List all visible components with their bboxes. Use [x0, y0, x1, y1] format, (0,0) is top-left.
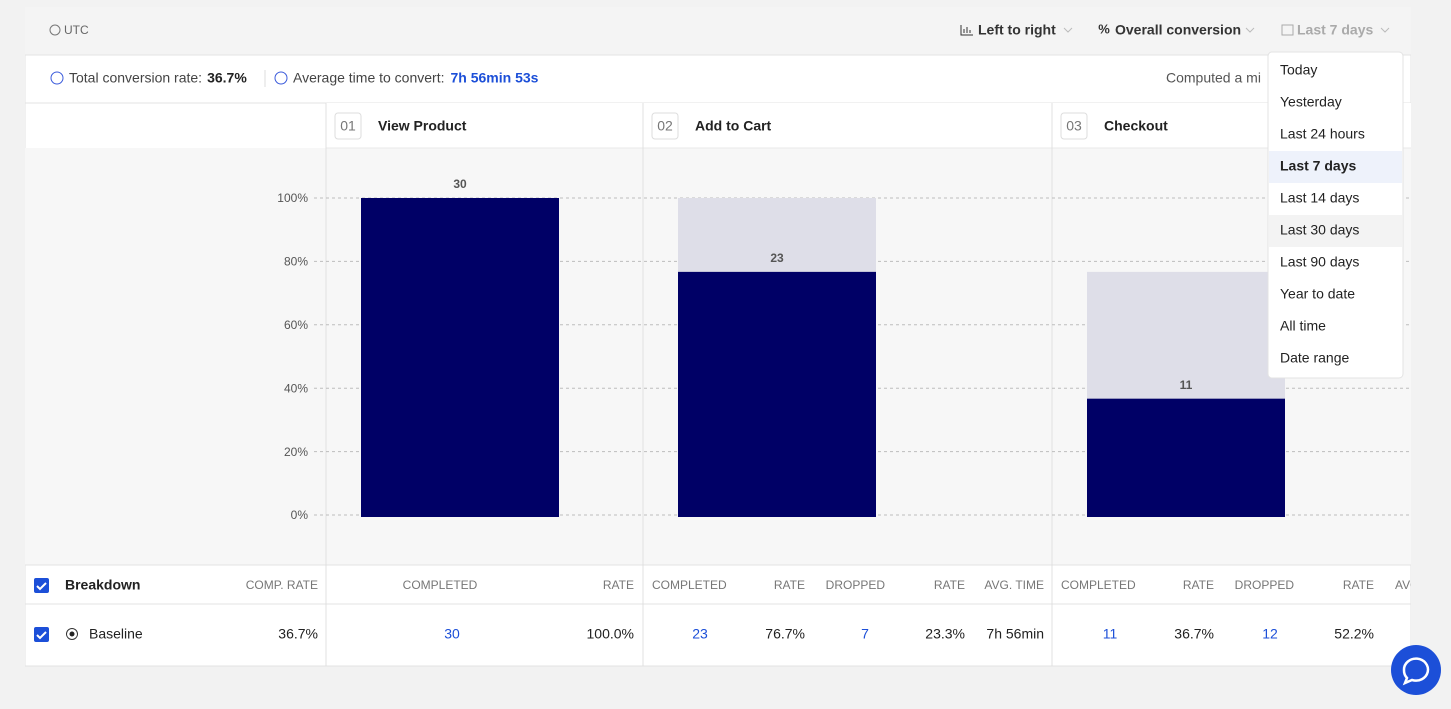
column-header: RATE — [934, 578, 965, 592]
bar — [1087, 398, 1285, 517]
bar-count-label: 23 — [770, 251, 784, 265]
table-cell: 52.2% — [1334, 626, 1374, 642]
step-header-bg — [326, 103, 1411, 148]
y-tick-label: 40% — [284, 381, 308, 395]
bar-count-label: 11 — [1180, 378, 1193, 392]
count-link[interactable]: 7 — [861, 626, 869, 642]
table-cell: Baseline — [89, 626, 143, 642]
table-cell: 36.7% — [278, 626, 318, 642]
selected-highlight — [1269, 151, 1402, 183]
column-header: RATE — [603, 578, 634, 592]
menu-option[interactable]: Yesterday — [1280, 94, 1342, 110]
column-header: RATE — [774, 578, 805, 592]
date-menu: Today Yesterday Last 24 hours Last 7 days La… — [1267, 51, 1404, 379]
layout-select[interactable]: Left to right — [978, 22, 1056, 38]
count-link[interactable]: 12 — [1262, 626, 1278, 642]
menu-option[interactable]: Date range — [1280, 350, 1349, 366]
step-name: Add to Cart — [695, 118, 772, 134]
count-link[interactable]: 30 — [444, 626, 460, 642]
summary-value: 7h 56min 53s — [450, 70, 538, 86]
column-header: COMPLETED — [652, 578, 727, 592]
chart-icon — [960, 25, 973, 36]
column-header: COMPLETED — [1061, 578, 1136, 592]
checkbox[interactable] — [34, 578, 49, 593]
bar-count-label: 30 — [453, 177, 467, 191]
column-header: AVG — [1395, 578, 1419, 592]
hover-highlight — [1269, 215, 1402, 247]
step-number-box — [334, 112, 362, 140]
count-link[interactable]: 11 — [1103, 626, 1118, 642]
menu-option[interactable]: All time — [1280, 318, 1326, 334]
y-tick-label: 60% — [284, 318, 308, 332]
checkbox[interactable] — [34, 627, 49, 642]
toolbar-bg — [25, 7, 1411, 55]
chevrons — [1063, 27, 1390, 33]
menu-option[interactable]: Last 30 days — [1280, 222, 1359, 238]
column-header: RATE — [1343, 578, 1374, 592]
panel: % UTC Left to right Overall conversion Last… — [25, 7, 1419, 667]
chat-button[interactable] — [1391, 645, 1441, 695]
summary-label: Average time to convert: — [293, 70, 444, 86]
computed-note: Computed a mi — [1166, 70, 1261, 86]
y-tick-label: 0% — [291, 508, 309, 522]
column-header: COMPLETED — [403, 578, 478, 592]
table-cell: 23.3% — [925, 626, 965, 642]
step-number: 02 — [657, 118, 673, 134]
table-cell: 100.0% — [587, 626, 634, 642]
y-tick-label: 80% — [284, 255, 308, 269]
step-number: 01 — [340, 118, 356, 134]
summary-label: Total conversion rate: — [69, 70, 202, 86]
step-name: Checkout — [1104, 118, 1168, 134]
menu-option[interactable]: Last 14 days — [1280, 190, 1359, 206]
column-header: DROPPED — [1235, 578, 1295, 592]
menu-option[interactable]: Year to date — [1280, 286, 1355, 302]
bar — [678, 271, 876, 517]
column-header: RATE — [1183, 578, 1214, 592]
menu-option[interactable]: Last 24 hours — [1280, 126, 1365, 142]
summary-value: 36.7% — [207, 70, 247, 86]
y-tick-label: 100% — [277, 191, 308, 205]
step-number-box — [1060, 112, 1088, 140]
table-cell: 76.7% — [765, 626, 805, 642]
percent-icon: % — [1098, 21, 1110, 36]
info-icon — [50, 71, 64, 85]
table-cell: 36.7% — [1174, 626, 1214, 642]
step-number: 03 — [1066, 118, 1082, 134]
count-link[interactable]: 23 — [692, 626, 708, 642]
column-header: Breakdown — [65, 577, 140, 593]
menu-option[interactable]: Today — [1280, 62, 1317, 78]
timezone: UTC — [64, 23, 89, 37]
metric-select[interactable]: Overall conversion — [1115, 22, 1241, 38]
menu-option[interactable]: Last 7 days — [1280, 158, 1356, 174]
column-header: AVG. TIME — [984, 578, 1044, 592]
bar — [361, 198, 559, 517]
date-select[interactable]: Last 7 days — [1297, 22, 1373, 38]
globe-icon — [49, 24, 61, 36]
step-number-box — [651, 112, 679, 140]
column-header: DROPPED — [826, 578, 886, 592]
calendar-icon — [1281, 24, 1294, 36]
table-cell: 7h 56min — [986, 626, 1044, 642]
dropoff-bar — [678, 198, 876, 272]
step-name: View Product — [378, 118, 467, 134]
column-header: COMP. RATE — [246, 578, 318, 592]
dropoff-bar — [1087, 271, 1285, 399]
menu-option[interactable]: Last 90 days — [1280, 254, 1359, 270]
y-tick-label: 20% — [284, 445, 308, 459]
info-icon — [274, 71, 288, 85]
